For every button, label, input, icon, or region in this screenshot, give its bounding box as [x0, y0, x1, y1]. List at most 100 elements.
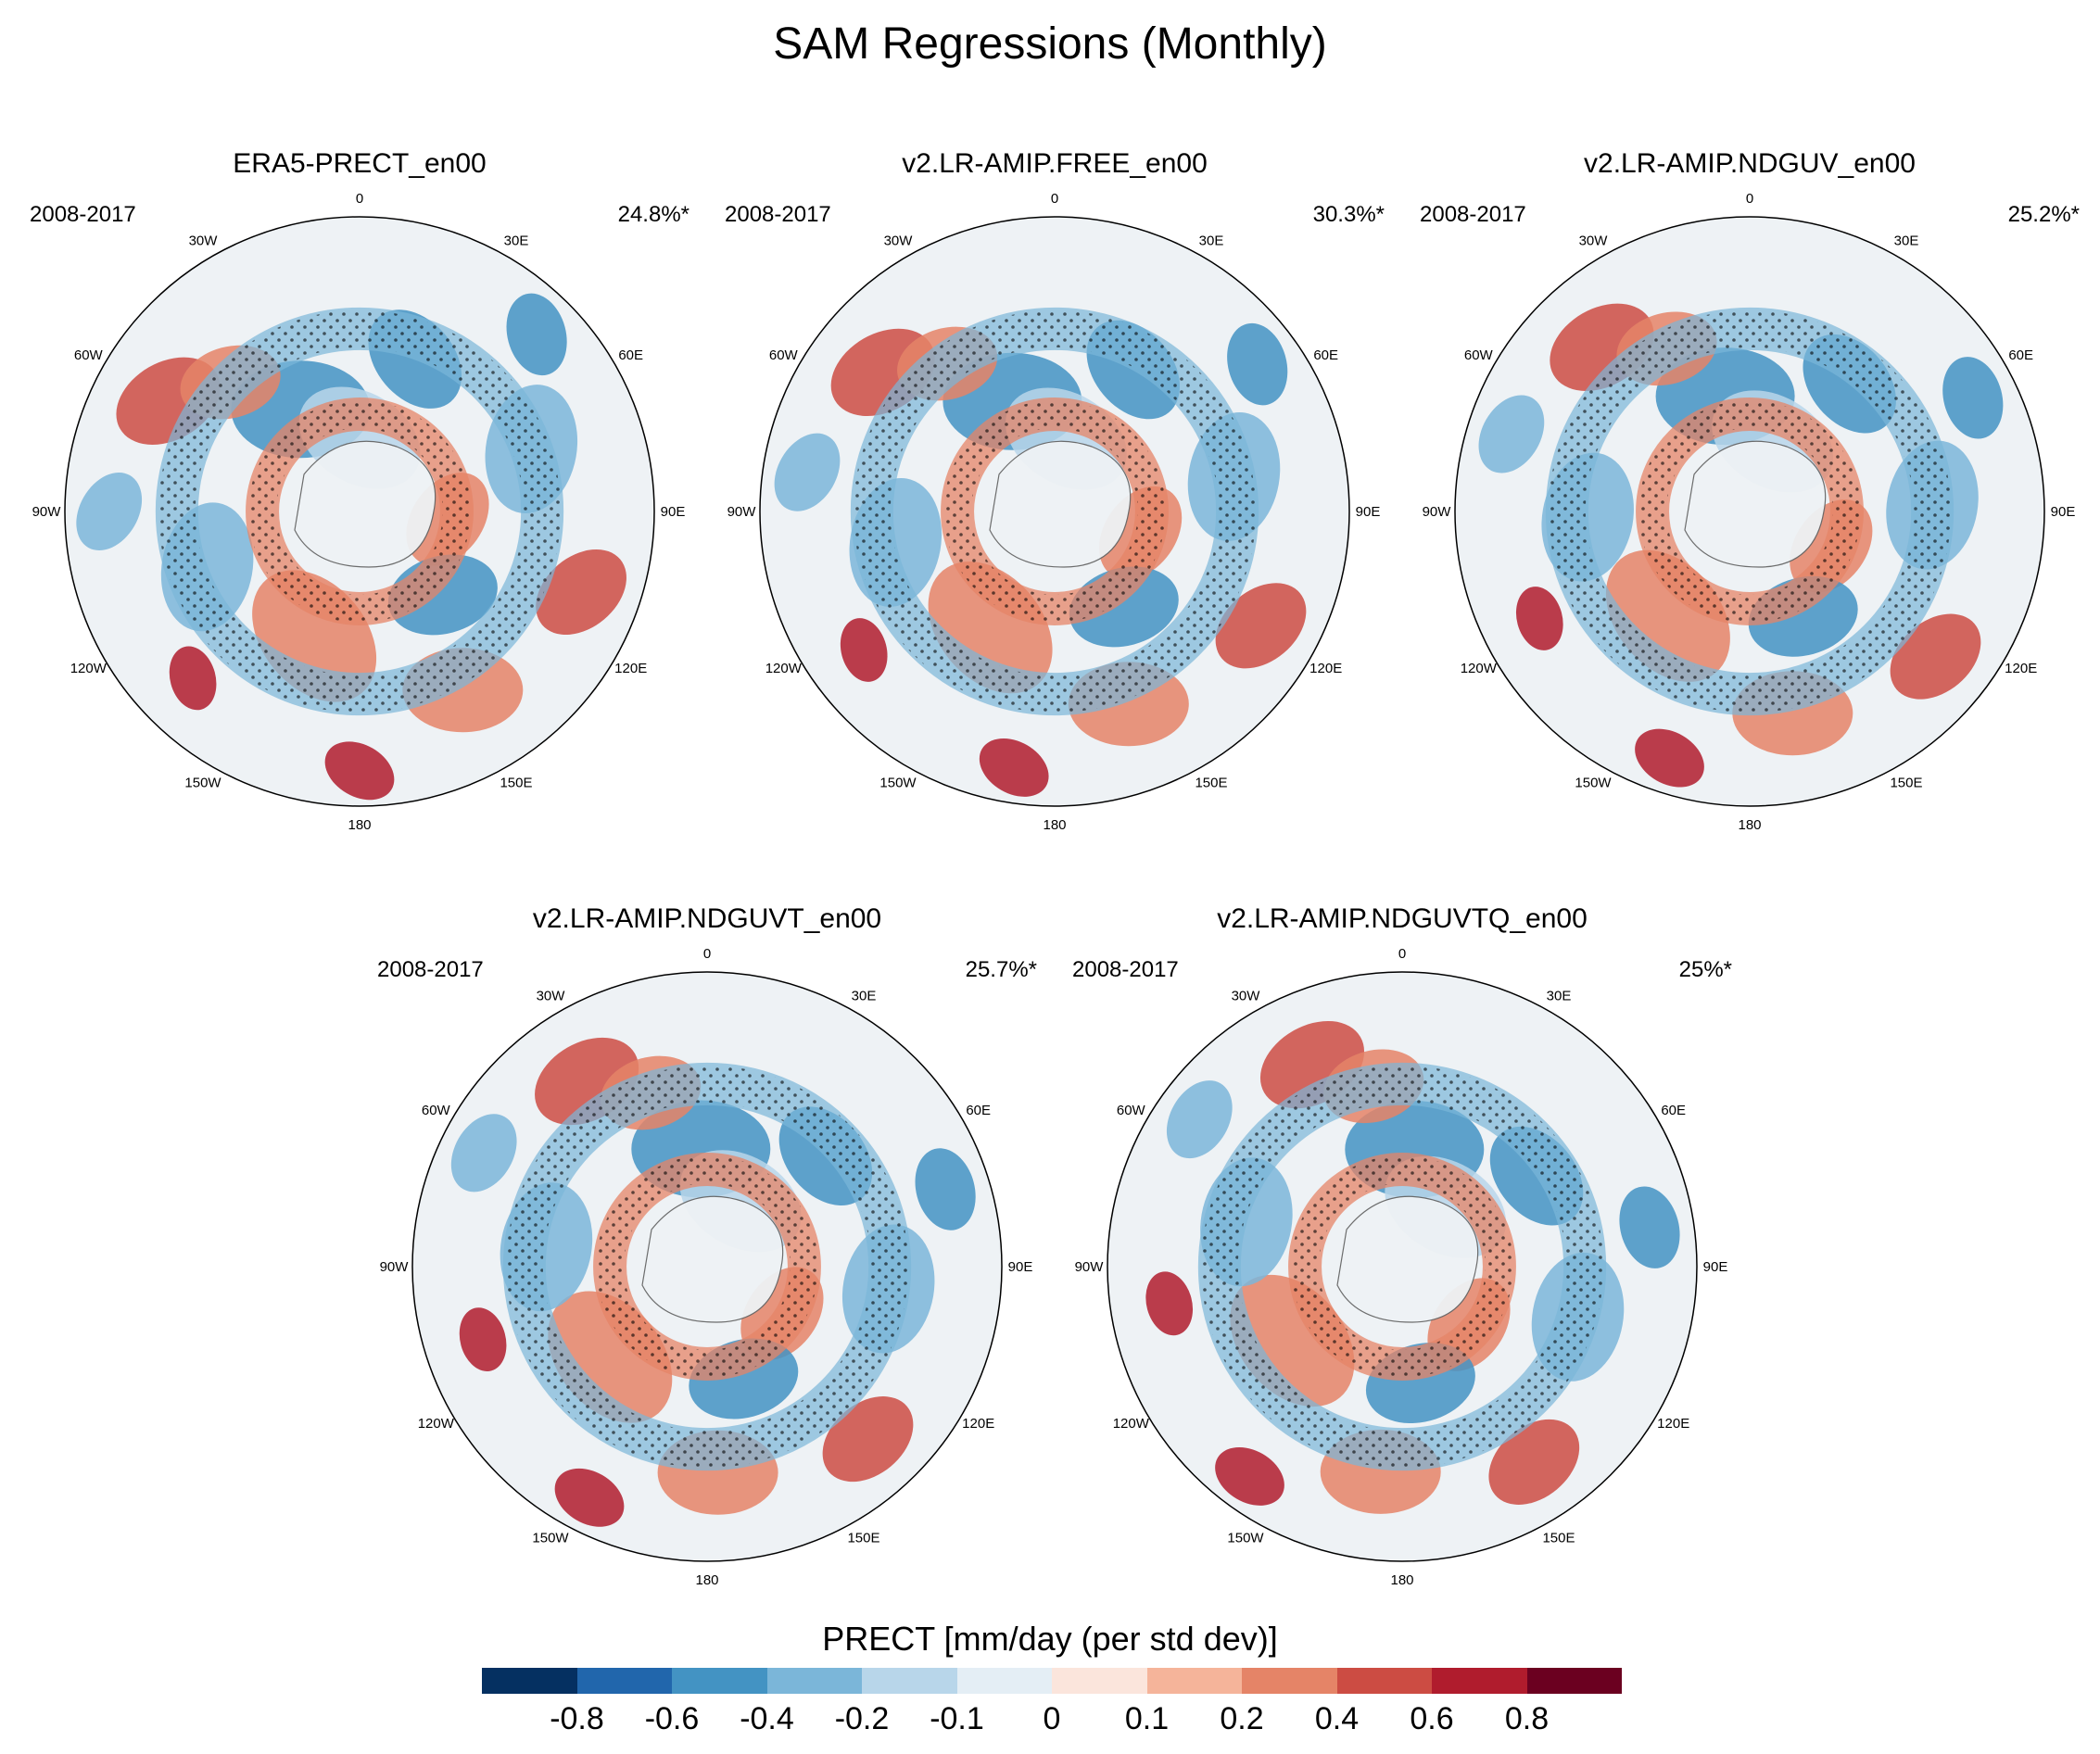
- longitude-label: 0: [356, 191, 363, 207]
- precip-anomaly-blob: [1215, 1446, 1284, 1506]
- antarctica-coastline: [1336, 1195, 1479, 1323]
- longitude-label: 120E: [1309, 661, 1342, 676]
- significance-stippling: [158, 309, 562, 713]
- significance-stippling: [943, 400, 1166, 623]
- antarctica-coastline: [989, 440, 1132, 568]
- longitude-label: 90E: [661, 504, 686, 520]
- longitude-label: 60E: [1313, 347, 1338, 363]
- polar-map: 0 30E 60E 90E 120E 150E 180 150W 120W 90W 60W 30W: [727, 191, 1381, 833]
- map-panel: 0 30E 60E 90E 120E 150E 180 150W 120W 90W 60W 30W v2…: [704, 148, 1405, 890]
- significance-stippling: [248, 400, 471, 623]
- colorbar-tick-label: -0.8: [550, 1701, 604, 1736]
- longitude-label: 90E: [1703, 1259, 1728, 1275]
- longitude-label: 30E: [1199, 233, 1224, 248]
- longitude-label: 90E: [2051, 504, 2076, 520]
- longitude-label: 150W: [1575, 776, 1612, 791]
- variance-percent: 25.7%*: [965, 957, 1037, 982]
- colorbar-tick-label: -0.4: [740, 1701, 794, 1736]
- longitude-label: 90E: [1356, 504, 1381, 520]
- longitude-label: 120E: [1657, 1416, 1689, 1432]
- longitude-label: 120W: [1461, 661, 1498, 676]
- antarctica-coastline: [641, 1195, 784, 1323]
- longitude-label: 60E: [1661, 1103, 1686, 1118]
- significance-stippling: [596, 1155, 818, 1378]
- longitude-label: 0: [1398, 946, 1406, 962]
- longitude-label: 60W: [422, 1103, 451, 1118]
- longitude-label: 60E: [618, 347, 643, 363]
- longitude-label: 120W: [765, 661, 803, 676]
- map-border: [1107, 971, 1698, 1562]
- polar-map: 0 30E 60E 90E 120E 150E 180 150W 120W 90W 60W 30W: [1423, 191, 2076, 833]
- colorbar-tick-label: 0.4: [1314, 1701, 1360, 1736]
- colorbar-swatch: [1242, 1668, 1337, 1694]
- longitude-label: 150E: [847, 1531, 879, 1546]
- precip-anomaly-blob: [76, 472, 143, 551]
- colorbar-swatch: [1146, 1668, 1242, 1694]
- colorbar-swatch: [766, 1668, 862, 1694]
- precip-anomaly-blob: [1890, 613, 1981, 700]
- longitude-label: 120W: [1113, 1416, 1150, 1432]
- longitude-label: 150W: [879, 776, 917, 791]
- colorbar-tick-label: 0.2: [1220, 1701, 1264, 1736]
- longitude-label: 90W: [1423, 504, 1452, 520]
- colorbar-tick-label: 0.8: [1504, 1701, 1550, 1736]
- longitude-label: 180: [348, 817, 371, 833]
- polar-map: 0 30E 60E 90E 120E 150E 180 150W 120W 90W 60W 30W: [32, 191, 686, 833]
- longitude-label: 30E: [1547, 988, 1572, 1003]
- panel-title: v2.LR-AMIP.FREE_en00: [902, 148, 1208, 179]
- precip-anomaly-blob: [1227, 322, 1288, 406]
- precip-anomaly-blob: [840, 618, 888, 682]
- precip-anomaly-blob: [554, 1468, 625, 1527]
- antarctica-coastline: [294, 440, 436, 568]
- map-border: [1454, 216, 2045, 807]
- longitude-label: 60E: [966, 1103, 991, 1118]
- longitude-label: 120W: [70, 661, 108, 676]
- panel-title: v2.LR-AMIP.NDGUVT_en00: [532, 903, 882, 934]
- colorbar-tick-label: 0: [1043, 1701, 1061, 1736]
- colorbar-tick-label: -0.2: [834, 1701, 890, 1736]
- longitude-label: 60W: [769, 347, 799, 363]
- significance-stippling: [1291, 1155, 1513, 1378]
- longitude-label: 30W: [189, 233, 219, 248]
- colorbar-tick-label: 0.6: [1410, 1701, 1454, 1736]
- variance-percent: 25.2%*: [2007, 202, 2080, 227]
- precip-anomaly-blob: [822, 1396, 914, 1483]
- antarctica-coastline: [1684, 440, 1827, 568]
- precip-anomaly-blob: [506, 293, 567, 376]
- longitude-label: 90W: [380, 1259, 410, 1275]
- colorbar-swatch: [862, 1668, 957, 1694]
- longitude-label: 30W: [884, 233, 914, 248]
- longitude-label: 150E: [500, 776, 532, 791]
- precip-anomaly-blob: [169, 646, 217, 711]
- precip-anomaly-blob: [1215, 583, 1307, 669]
- panel-title: v2.LR-AMIP.NDGUV_en00: [1584, 148, 1916, 179]
- longitude-label: 120E: [2005, 661, 2037, 676]
- longitude-label: 150E: [1890, 776, 1922, 791]
- period-label: 2008-2017: [377, 957, 484, 982]
- period-label: 2008-2017: [30, 202, 136, 227]
- colorbar-tick-label: -0.6: [644, 1701, 700, 1736]
- colorbar-swatch: [1052, 1668, 1147, 1694]
- precip-anomaly-blob: [979, 738, 1049, 797]
- longitude-label: 90E: [1008, 1259, 1033, 1275]
- map-border: [759, 216, 1350, 807]
- longitude-label: 120E: [614, 661, 647, 676]
- longitude-label: 150W: [1227, 1531, 1264, 1546]
- period-label: 2008-2017: [1420, 202, 1526, 227]
- longitude-label: 150E: [1542, 1531, 1575, 1546]
- precip-anomaly-blob: [1488, 1419, 1580, 1505]
- precip-anomaly-blob: [536, 549, 626, 636]
- longitude-label: 180: [695, 1572, 718, 1588]
- colorbar-tick-label: 0.1: [1124, 1701, 1170, 1736]
- longitude-label: 30W: [1232, 988, 1261, 1003]
- colorbar-tick-labels: -0.8 -0.6 -0.4 -0.2 -0.1 0 0.1 0.2 0.4 0.6 0.8: [0, 1701, 2100, 1742]
- significance-stippling: [505, 1065, 909, 1469]
- precip-anomaly-blob: [1619, 1186, 1680, 1268]
- polar-map: 0 30E 60E 90E 120E 150E 180 150W 120W 90W 60W 30W: [380, 946, 1033, 1588]
- variance-percent: 25%*: [1678, 957, 1732, 982]
- colorbar-swatch: [1432, 1668, 1527, 1694]
- longitude-label: 90W: [32, 504, 62, 520]
- precip-anomaly-blob: [1635, 728, 1704, 788]
- longitude-label: 0: [1051, 191, 1058, 207]
- longitude-label: 120E: [962, 1416, 994, 1432]
